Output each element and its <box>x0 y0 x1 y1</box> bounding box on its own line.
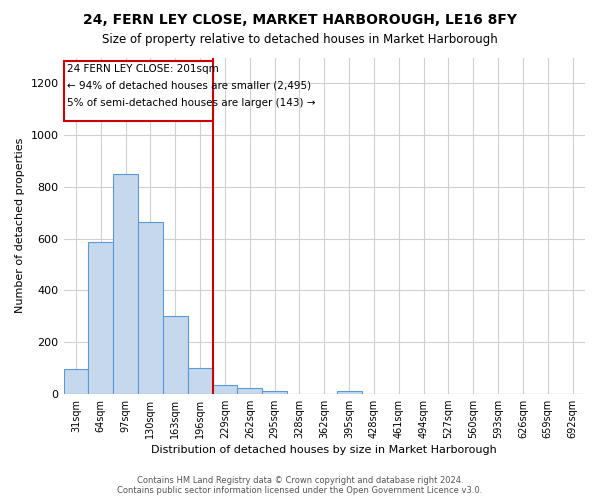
Bar <box>238 388 262 394</box>
Text: ← 94% of detached houses are smaller (2,495): ← 94% of detached houses are smaller (2,… <box>67 81 311 91</box>
Bar <box>113 174 138 394</box>
Text: 24, FERN LEY CLOSE, MARKET HARBOROUGH, LE16 8FY: 24, FERN LEY CLOSE, MARKET HARBOROUGH, L… <box>83 12 517 26</box>
Text: Size of property relative to detached houses in Market Harborough: Size of property relative to detached ho… <box>102 32 498 46</box>
Bar <box>88 242 113 394</box>
Bar <box>337 391 362 394</box>
Bar <box>163 316 188 394</box>
Bar <box>262 391 287 394</box>
Bar <box>64 368 88 394</box>
Bar <box>212 386 238 394</box>
X-axis label: Distribution of detached houses by size in Market Harborough: Distribution of detached houses by size … <box>151 445 497 455</box>
Y-axis label: Number of detached properties: Number of detached properties <box>15 138 25 314</box>
Text: 24 FERN LEY CLOSE: 201sqm: 24 FERN LEY CLOSE: 201sqm <box>67 64 219 74</box>
FancyBboxPatch shape <box>64 62 212 121</box>
Text: Contains HM Land Registry data © Crown copyright and database right 2024.
Contai: Contains HM Land Registry data © Crown c… <box>118 476 482 495</box>
Bar <box>138 222 163 394</box>
Text: 5% of semi-detached houses are larger (143) →: 5% of semi-detached houses are larger (1… <box>67 98 316 108</box>
Bar <box>188 368 212 394</box>
